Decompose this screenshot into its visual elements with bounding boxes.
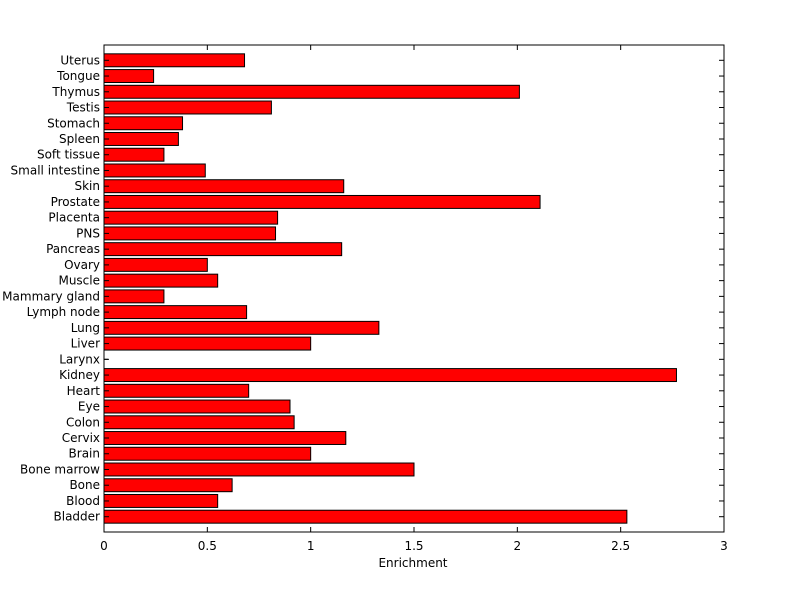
bars: [103, 53, 677, 524]
bar: [103, 132, 179, 146]
bar: [103, 257, 208, 272]
bar: [103, 210, 279, 225]
y-tick-label: Eye: [78, 400, 100, 414]
y-tick-label: Ovary: [64, 258, 100, 272]
y-tick-label: Larynx: [59, 352, 100, 366]
bar: [103, 116, 184, 131]
y-tick-label: Bladder: [54, 510, 101, 524]
bar: [103, 509, 628, 524]
y-tick-label: Placenta: [48, 211, 100, 225]
y-tick-label: Heart: [67, 384, 101, 398]
x-tick-label: 0.5: [198, 539, 217, 553]
y-tick-label: Prostate: [51, 195, 100, 209]
bar: [103, 320, 380, 335]
y-tick-label: Liver: [71, 337, 101, 351]
y-tick-label: Uterus: [60, 53, 100, 67]
y-tick-label: Cervix: [62, 431, 100, 445]
bar: [103, 383, 250, 398]
bar: [103, 226, 277, 241]
y-tick-label: Thymus: [51, 85, 100, 99]
bar: [103, 53, 246, 68]
bar: [103, 179, 345, 194]
y-tick-label: Skin: [74, 179, 100, 193]
y-tick-label: Bone marrow: [20, 462, 100, 476]
y-tick-label: PNS: [76, 226, 100, 240]
bar: [103, 84, 520, 99]
y-tick-label: Stomach: [47, 116, 100, 130]
bar: [103, 194, 541, 209]
bar: [103, 462, 415, 477]
y-tick-label: Soft tissue: [37, 148, 100, 162]
bar: [103, 273, 219, 288]
bar: [103, 478, 233, 493]
x-tick-label: 0: [100, 539, 108, 553]
y-tick-label: Pancreas: [46, 242, 100, 256]
x-tick-label: 3: [720, 539, 728, 553]
x-axis-label: Enrichment: [378, 556, 447, 570]
bar: [103, 163, 206, 178]
y-tick-label: Bone: [69, 478, 100, 492]
bar: [103, 431, 347, 445]
bar: [103, 415, 295, 430]
y-tick-label: Blood: [66, 494, 100, 508]
bar: [103, 305, 248, 320]
x-tick-label: 2: [514, 539, 522, 553]
bar: [103, 368, 677, 383]
x-tick-label: 1: [307, 539, 315, 553]
x-axis: 0 0.5 1 1.5 2 2.5 3: [100, 45, 728, 553]
bar: [103, 493, 219, 508]
y-tick-label: Brain: [69, 447, 100, 461]
x-tick-label: 1.5: [404, 539, 423, 553]
y-tick-label: Small intestine: [11, 163, 100, 177]
y-tick-label: Lung: [71, 321, 100, 335]
y-tick-label: Spleen: [59, 132, 100, 146]
bar: [103, 100, 272, 115]
y-tick-label: Testis: [66, 101, 100, 115]
y-tick-label: Kidney: [59, 368, 100, 382]
y-tick-label: Lymph node: [27, 305, 100, 319]
bar: [103, 69, 155, 84]
bar: [103, 147, 165, 162]
y-tick-label: Muscle: [58, 274, 100, 288]
x-tick-label: 2.5: [611, 539, 630, 553]
bar: [103, 336, 312, 351]
bar: [103, 242, 343, 257]
bar: [103, 289, 165, 304]
y-tick-label: Colon: [66, 415, 100, 429]
y-tick-label: Tongue: [56, 69, 100, 83]
bar: [103, 446, 312, 461]
y-tick-label: Mammary gland: [2, 289, 100, 303]
bar: [103, 399, 291, 414]
